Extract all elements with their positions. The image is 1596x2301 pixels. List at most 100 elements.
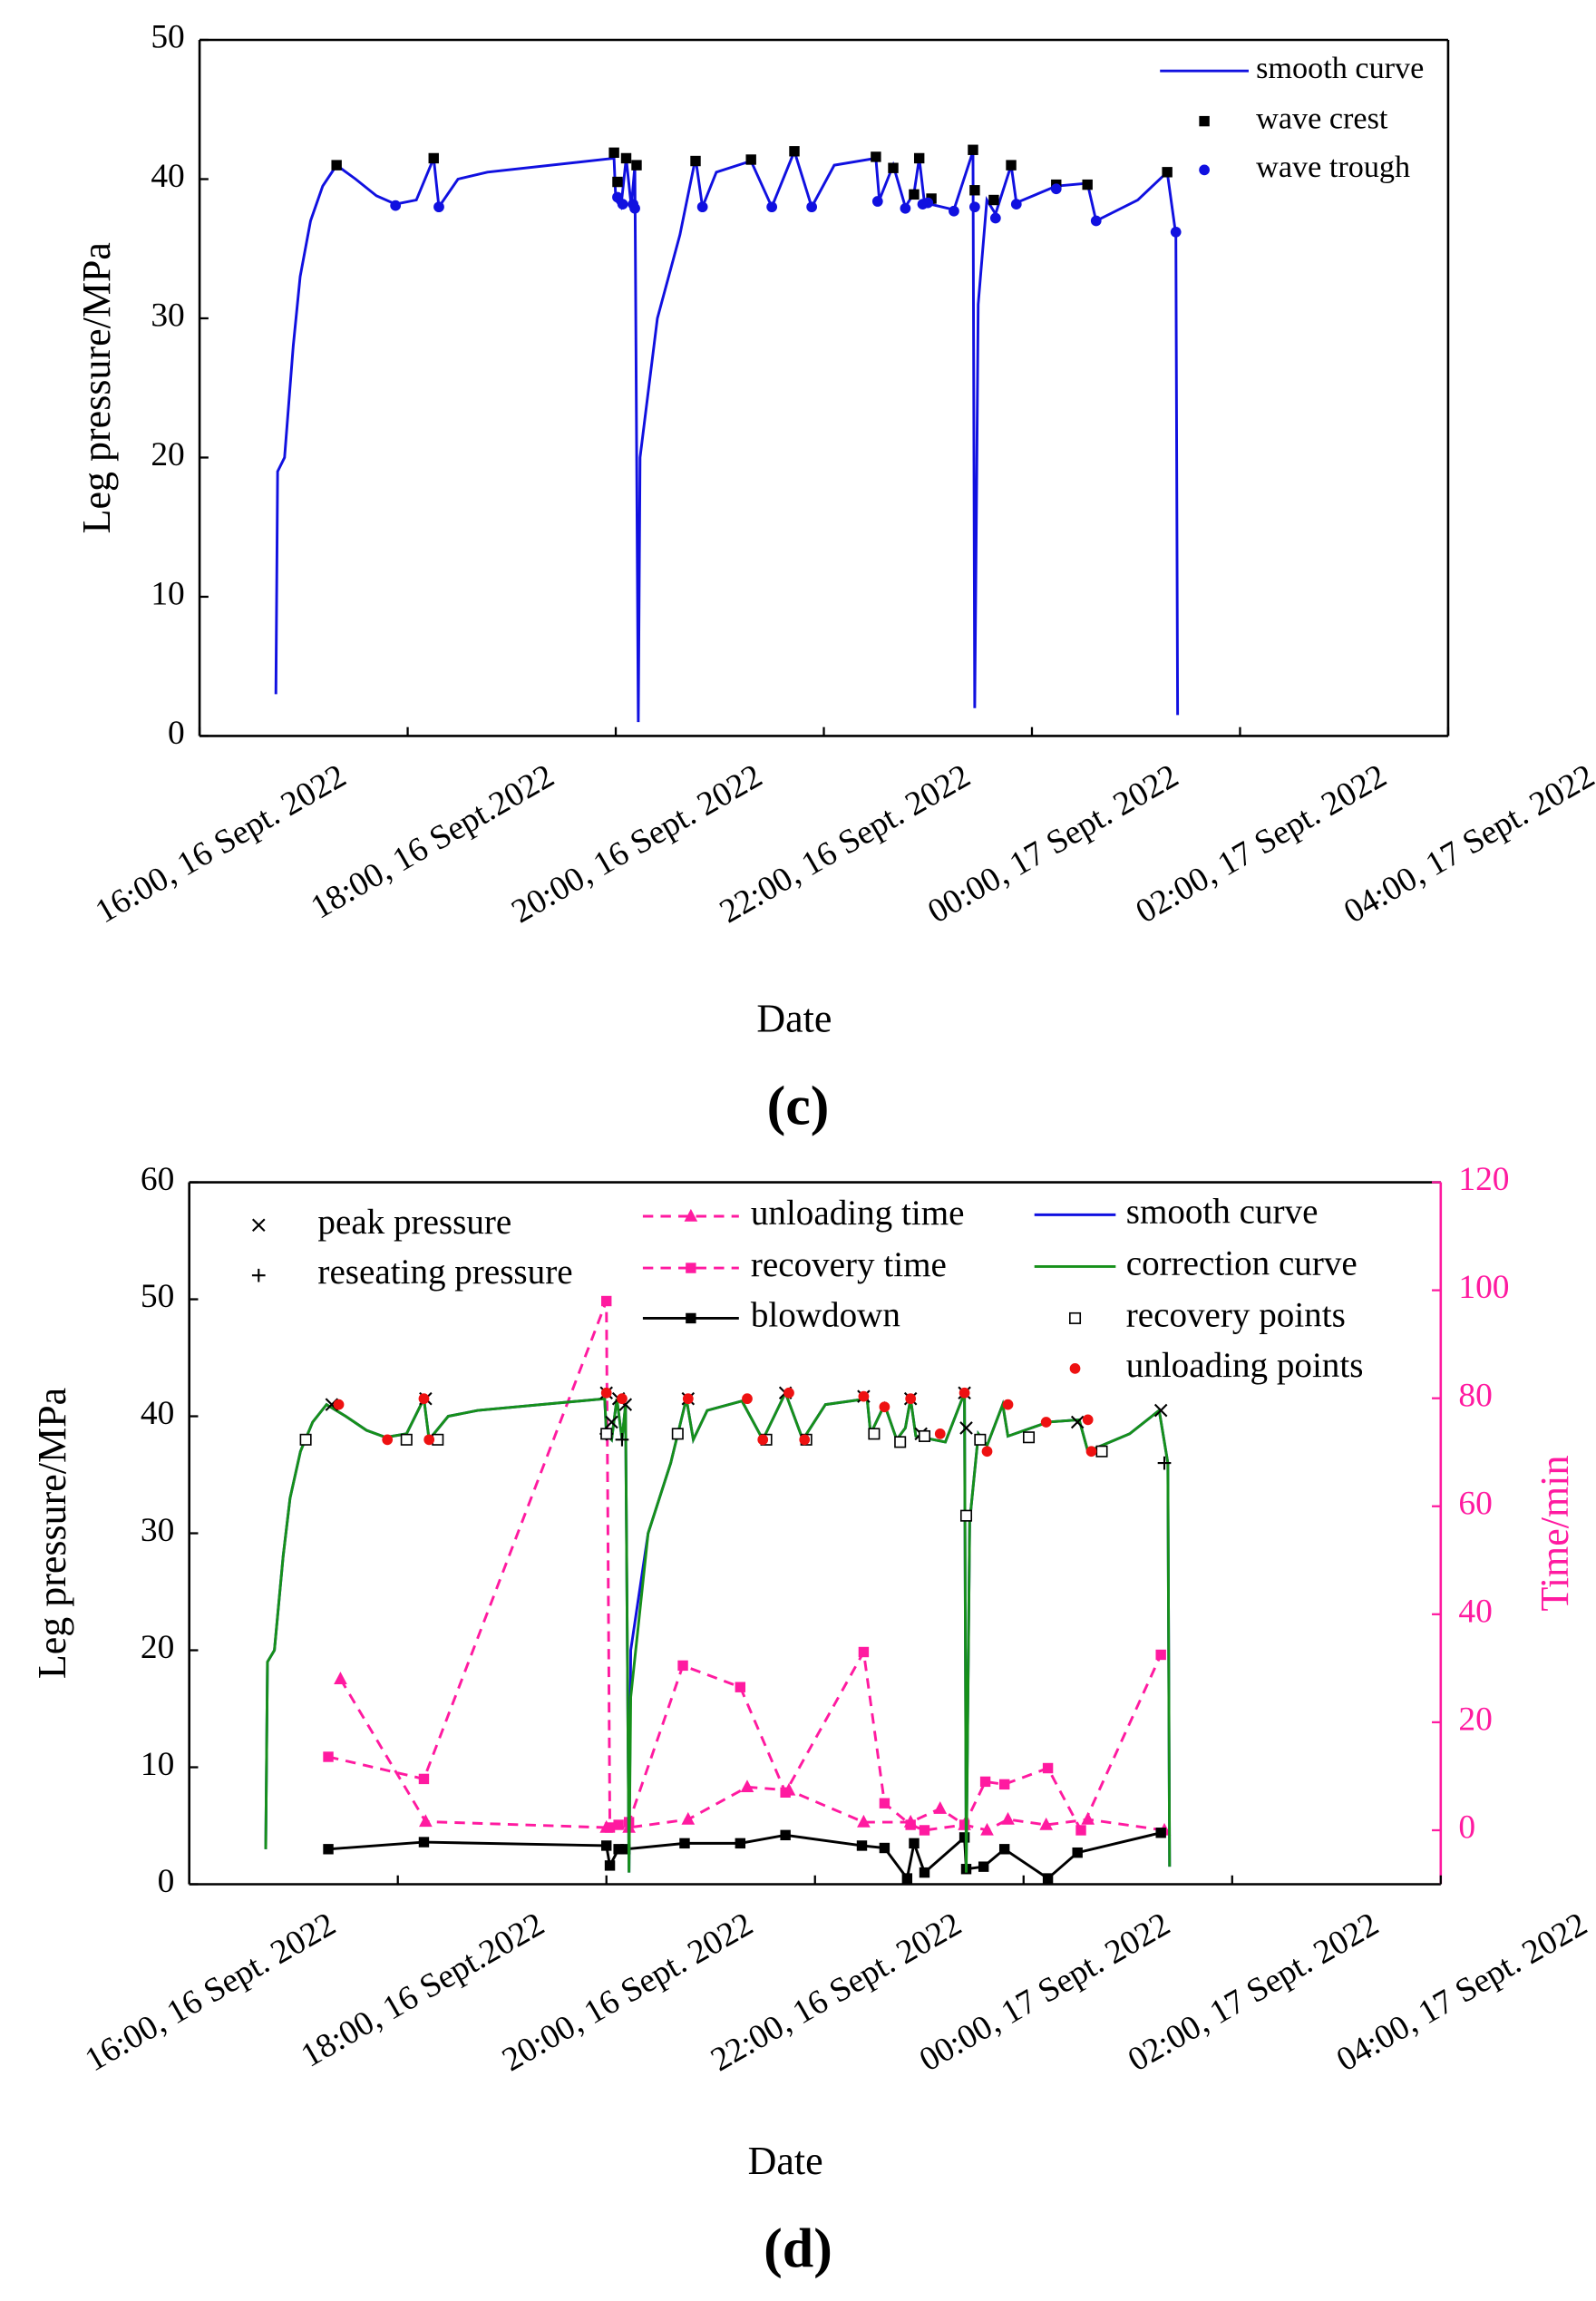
marker xyxy=(608,147,619,159)
marker xyxy=(780,1829,791,1841)
marker xyxy=(1153,1403,1168,1418)
marker xyxy=(418,1837,430,1848)
series xyxy=(331,144,1173,206)
marker xyxy=(681,1811,696,1825)
marker xyxy=(913,152,925,164)
legend-label: recovery points xyxy=(1126,1295,1346,1334)
marker xyxy=(998,1779,1010,1790)
legend-marker xyxy=(686,1312,696,1324)
y2-tick-label: 40 xyxy=(1458,1593,1492,1630)
legend-marker xyxy=(686,1263,696,1273)
series xyxy=(323,1828,1166,1884)
marker xyxy=(901,1873,913,1884)
series xyxy=(274,147,1180,723)
chart: unloading time recovery time blowdown smoot… xyxy=(30,1161,1593,2279)
marker xyxy=(980,1822,994,1836)
legend-marker xyxy=(1068,1311,1082,1324)
chart: smooth curve wave crest wave trough 0 10 20 30… xyxy=(74,19,1596,1137)
y-tick-label: 0 xyxy=(168,715,185,752)
marker xyxy=(671,1428,684,1440)
marker xyxy=(959,1832,970,1843)
marker xyxy=(933,1801,948,1814)
marker xyxy=(757,1434,769,1446)
marker xyxy=(1070,1415,1085,1429)
legend-label: unloading time xyxy=(751,1194,965,1233)
marker xyxy=(1072,1847,1083,1858)
marker xyxy=(926,193,937,204)
marker xyxy=(323,1751,334,1762)
marker xyxy=(631,160,642,171)
marker xyxy=(871,196,883,207)
caption: (c) xyxy=(767,1076,830,1137)
marker xyxy=(390,200,402,211)
series xyxy=(264,1389,1172,1873)
marker xyxy=(858,1646,870,1658)
marker xyxy=(856,1840,868,1851)
x-axis-label: Date xyxy=(756,997,832,1041)
marker xyxy=(1001,1811,1015,1825)
marker xyxy=(600,1428,613,1440)
y-tick-label: 50 xyxy=(151,19,184,56)
marker xyxy=(922,197,934,209)
marker xyxy=(888,162,899,173)
marker xyxy=(1155,1649,1166,1661)
marker xyxy=(1022,1431,1036,1444)
marker xyxy=(629,202,640,214)
marker xyxy=(419,1814,433,1828)
marker xyxy=(1042,1762,1054,1774)
marker xyxy=(979,1776,991,1788)
marker xyxy=(871,151,881,162)
marker xyxy=(418,1773,430,1785)
marker xyxy=(1050,183,1062,195)
marker xyxy=(879,1842,890,1854)
y-axis-label: Leg pressure/MPa xyxy=(30,1388,74,1679)
y-tick-label: 30 xyxy=(151,297,184,335)
series xyxy=(264,1389,1172,1873)
line xyxy=(339,1678,1165,1832)
series xyxy=(299,1428,1108,1522)
marker xyxy=(612,176,623,188)
marker xyxy=(780,1787,791,1798)
marker xyxy=(620,1844,631,1855)
marker xyxy=(974,1433,987,1446)
marker xyxy=(894,1436,907,1448)
marker xyxy=(799,1434,811,1446)
marker xyxy=(1006,160,1017,171)
marker xyxy=(745,154,756,165)
marker xyxy=(989,212,1001,224)
x-axis-label: Date xyxy=(748,2139,823,2183)
legend-marker xyxy=(684,1208,698,1222)
marker xyxy=(969,201,980,213)
y-tick-label: 30 xyxy=(141,1512,174,1549)
series xyxy=(334,1672,1172,1836)
line xyxy=(264,1389,1172,1873)
marker xyxy=(382,1434,394,1446)
y-tick-label: 20 xyxy=(151,436,184,473)
marker xyxy=(1082,179,1093,190)
marker xyxy=(1002,1399,1014,1410)
marker xyxy=(766,201,778,213)
marker xyxy=(1090,215,1102,227)
legend-label: unloading points xyxy=(1126,1346,1364,1385)
marker xyxy=(783,1387,794,1399)
y-axis-label: Leg pressure/MPa xyxy=(74,242,119,533)
legend-marker xyxy=(251,1268,266,1282)
marker xyxy=(334,1672,347,1684)
marker xyxy=(333,1399,345,1410)
marker xyxy=(433,201,444,213)
marker xyxy=(1170,226,1182,238)
marker xyxy=(601,1295,612,1307)
marker xyxy=(1010,199,1022,210)
marker xyxy=(740,1779,754,1793)
marker xyxy=(331,160,342,171)
marker xyxy=(1040,1417,1052,1428)
marker xyxy=(959,1387,970,1399)
marker xyxy=(613,1819,624,1830)
marker xyxy=(1075,1825,1086,1836)
marker xyxy=(615,1432,629,1447)
marker xyxy=(959,1819,970,1830)
marker xyxy=(858,1390,870,1402)
marker xyxy=(677,1660,688,1672)
marker xyxy=(613,1844,624,1855)
